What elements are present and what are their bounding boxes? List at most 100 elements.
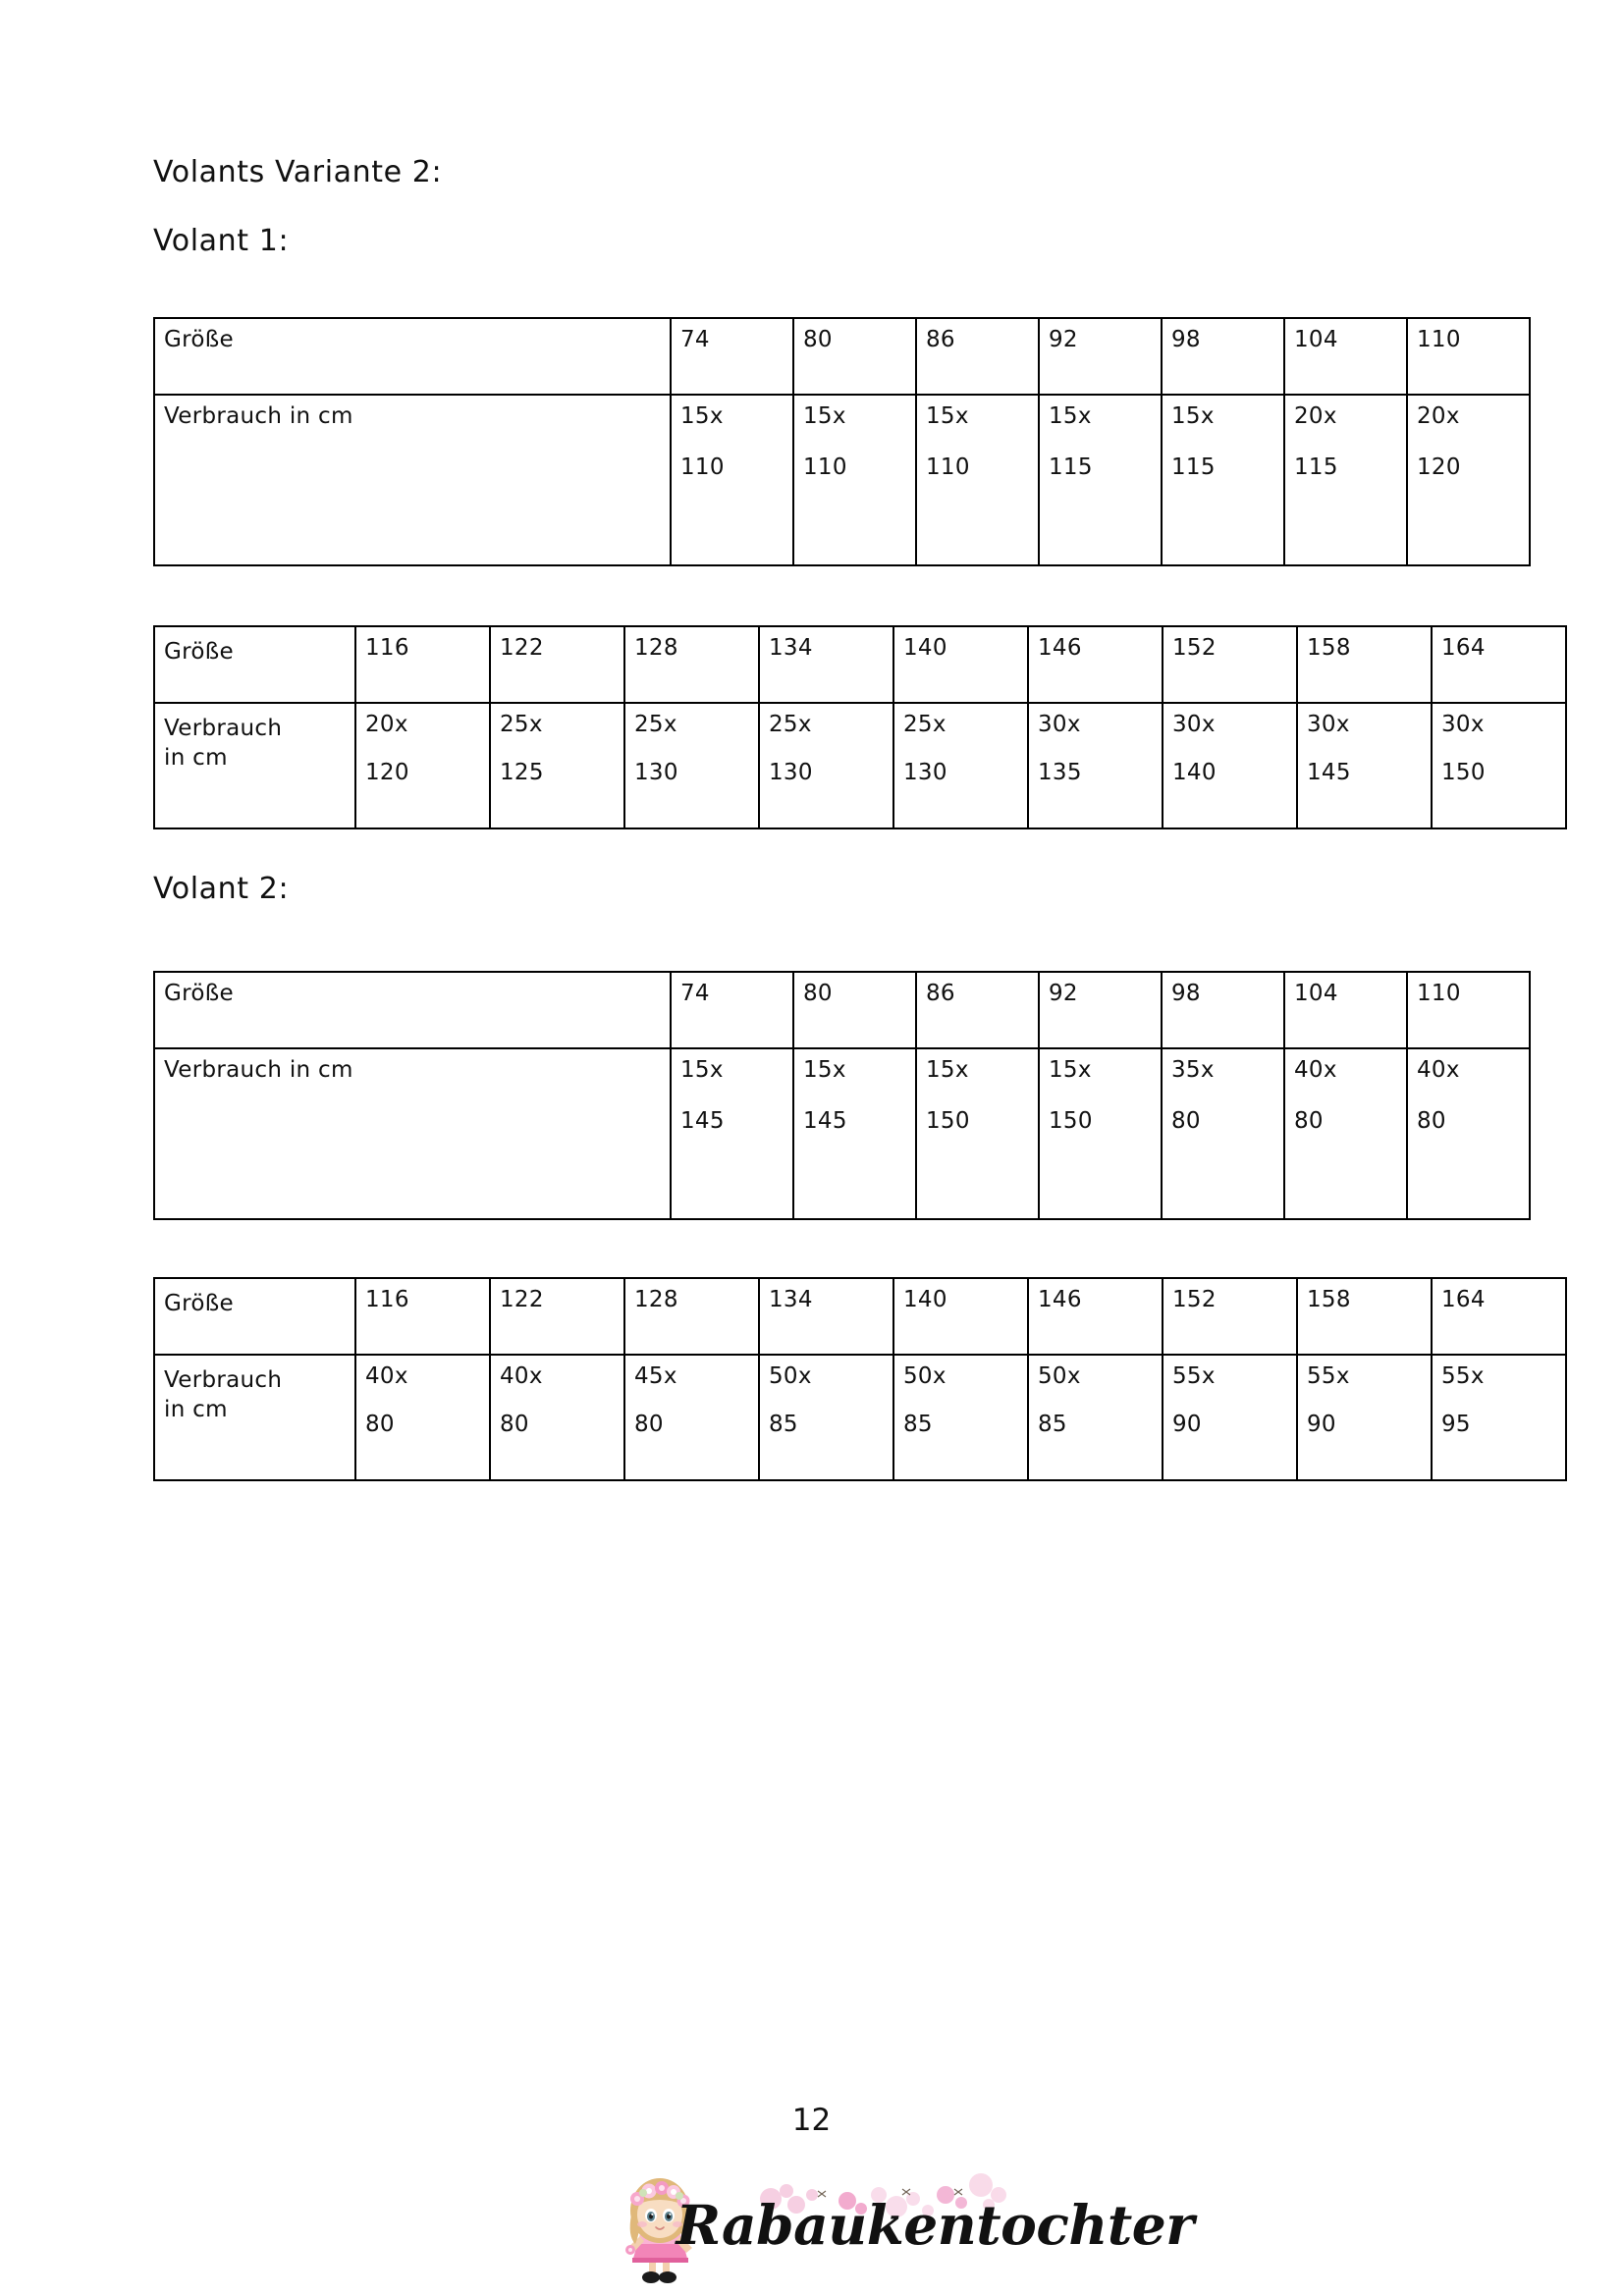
consumption-cell: 15x 145 [792, 1047, 917, 1220]
consumption-length: 130 [903, 760, 947, 785]
consumption-cell: 25x 130 [758, 702, 894, 829]
consumption-count: 40x [500, 1363, 543, 1389]
consumption-cell: 20x 120 [1406, 394, 1531, 566]
consumption-count: 20x [1417, 403, 1460, 429]
size-cell: 80 [792, 971, 917, 1049]
consumption-length: 150 [1049, 1108, 1093, 1134]
size-cell: 134 [758, 625, 894, 704]
consumption-length: 120 [1417, 454, 1461, 480]
consumption-cell: 15x 115 [1161, 394, 1285, 566]
row-header-size: Größe [153, 625, 356, 704]
table-row: Verbrauch in cm 15x 145 15x 145 15x 150 15x… [153, 1047, 1531, 1220]
consumption-length: 85 [1038, 1412, 1067, 1437]
consumption-cell: 20x 115 [1283, 394, 1408, 566]
size-cell: 158 [1296, 1277, 1433, 1356]
consumption-count: 30x [1038, 712, 1081, 737]
size-cell: 86 [915, 971, 1040, 1049]
consumption-cell: 50x 85 [893, 1354, 1029, 1481]
consumption-count: 55x [1172, 1363, 1216, 1389]
consumption-length: 130 [769, 760, 813, 785]
subsection-title-volant-2: Volant 2: [153, 872, 290, 906]
consumption-length: 80 [634, 1412, 664, 1437]
row-header-consumption: Verbrauch in cm [153, 394, 672, 566]
consumption-cell: 15x 145 [670, 1047, 794, 1220]
size-cell: 122 [489, 1277, 625, 1356]
consumption-count: 50x [1038, 1363, 1081, 1389]
consumption-length: 115 [1294, 454, 1338, 480]
row-header-size: Größe [153, 971, 672, 1049]
consumption-cell: 15x 150 [1038, 1047, 1163, 1220]
table-volant1-large: Größe 116 122 128 134 140 146 152 158 16… [153, 625, 1567, 829]
consumption-count: 40x [1417, 1057, 1460, 1083]
size-cell: 80 [792, 317, 917, 396]
size-cell: 92 [1038, 317, 1163, 396]
consumption-count: 15x [680, 403, 724, 429]
consumption-length: 90 [1172, 1412, 1202, 1437]
consumption-cell: 30x 150 [1431, 702, 1567, 829]
consumption-length: 145 [680, 1108, 725, 1134]
consumption-count: 25x [769, 712, 812, 737]
consumption-length: 135 [1038, 760, 1082, 785]
consumption-count: 15x [803, 403, 846, 429]
table-row: Größe 116 122 128 134 140 146 152 158 16… [153, 1277, 1567, 1356]
size-cell: 140 [893, 625, 1029, 704]
consumption-count: 15x [926, 1057, 969, 1083]
size-cell: 104 [1283, 971, 1408, 1049]
consumption-count: 25x [634, 712, 677, 737]
size-cell: 122 [489, 625, 625, 704]
table-row: Verbrauch in cm 20x 120 25x 125 25x 130 25x… [153, 702, 1567, 829]
consumption-cell: 20x 120 [354, 702, 491, 829]
consumption-cell: 45x 80 [623, 1354, 760, 1481]
logo-inner: Rabaukentochter [606, 2165, 1194, 2296]
size-cell: 116 [354, 625, 491, 704]
consumption-count: 25x [903, 712, 947, 737]
size-cell: 146 [1027, 625, 1163, 704]
row-header-consumption: Verbrauch in cm [153, 1354, 356, 1481]
consumption-count: 15x [926, 403, 969, 429]
consumption-count: 20x [1294, 403, 1337, 429]
girl-with-flower-crown-icon [624, 2178, 692, 2283]
row-header-consumption: Verbrauch in cm [153, 702, 356, 829]
consumption-cell: 35x 80 [1161, 1047, 1285, 1220]
consumption-length: 95 [1441, 1412, 1471, 1437]
row-header-size: Größe [153, 317, 672, 396]
consumption-length: 110 [926, 454, 970, 480]
size-cell: 74 [670, 971, 794, 1049]
size-cell: 128 [623, 1277, 760, 1356]
consumption-count: 15x [1171, 403, 1215, 429]
table-row: Größe 74 80 86 92 98 104 110 [153, 317, 1531, 396]
consumption-length: 125 [500, 760, 544, 785]
consumption-length: 110 [680, 454, 725, 480]
consumption-count: 30x [1307, 712, 1350, 737]
consumption-cell: 40x 80 [1283, 1047, 1408, 1220]
consumption-length: 115 [1171, 454, 1216, 480]
size-cell: 110 [1406, 971, 1531, 1049]
consumption-count: 55x [1441, 1363, 1485, 1389]
table-volant1-small: Größe 74 80 86 92 98 104 110 Verbrauch i… [153, 317, 1531, 566]
consumption-cell: 15x 115 [1038, 394, 1163, 566]
consumption-length: 80 [500, 1412, 529, 1437]
consumption-cell: 15x 150 [915, 1047, 1040, 1220]
size-cell: 92 [1038, 971, 1163, 1049]
size-cell: 140 [893, 1277, 1029, 1356]
table-volant2-large: Größe 116 122 128 134 140 146 152 158 16… [153, 1277, 1567, 1481]
consumption-length: 80 [365, 1412, 395, 1437]
consumption-cell: 25x 130 [893, 702, 1029, 829]
consumption-count: 50x [769, 1363, 812, 1389]
consumption-cell: 30x 135 [1027, 702, 1163, 829]
consumption-count: 15x [1049, 403, 1092, 429]
consumption-count: 50x [903, 1363, 947, 1389]
consumption-cell: 25x 125 [489, 702, 625, 829]
consumption-count: 55x [1307, 1363, 1350, 1389]
consumption-cell: 40x 80 [1406, 1047, 1531, 1220]
consumption-length: 130 [634, 760, 678, 785]
size-cell: 104 [1283, 317, 1408, 396]
size-cell: 98 [1161, 317, 1285, 396]
size-cell: 86 [915, 317, 1040, 396]
blossom-decoration-icon [759, 2173, 1006, 2217]
consumption-length: 90 [1307, 1412, 1336, 1437]
consumption-cell: 15x 110 [792, 394, 917, 566]
size-cell: 128 [623, 625, 760, 704]
consumption-count: 15x [1049, 1057, 1092, 1083]
consumption-length: 145 [803, 1108, 847, 1134]
